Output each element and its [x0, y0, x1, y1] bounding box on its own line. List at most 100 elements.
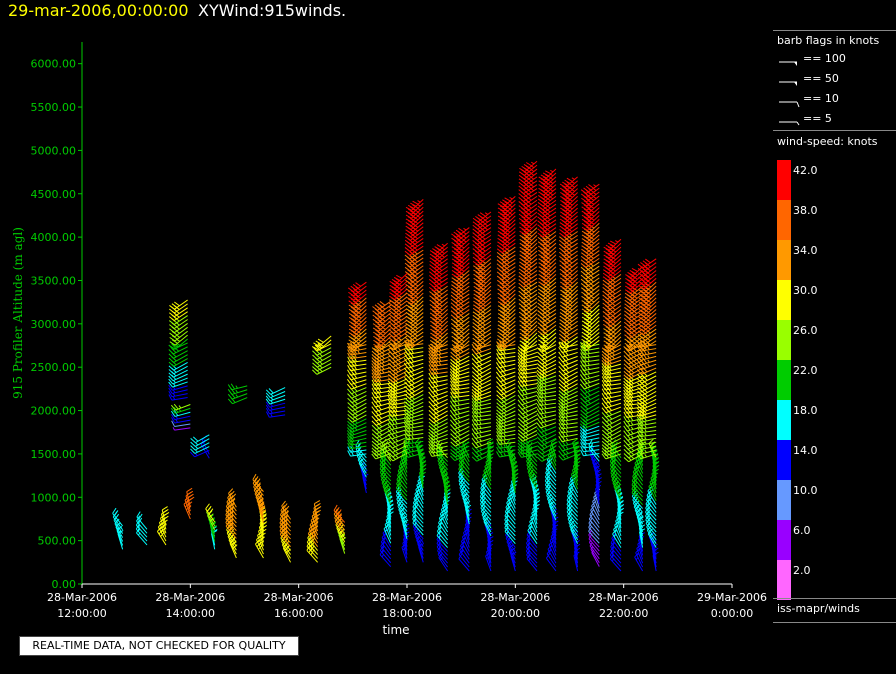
- barb-feather: [371, 366, 376, 373]
- barb-half-feather: [381, 370, 385, 374]
- barb-feather: [429, 275, 435, 280]
- barb-feather: [347, 424, 353, 430]
- barb-half-feather: [395, 425, 398, 429]
- barb-feather: [347, 383, 352, 390]
- barb-feather: [355, 282, 362, 287]
- barb-feather: [537, 306, 543, 312]
- barb-feather: [450, 318, 457, 324]
- barb-feather: [518, 425, 524, 431]
- barb-feather: [450, 291, 457, 296]
- barb-feather: [450, 424, 456, 430]
- barb-half-feather: [398, 364, 402, 368]
- barb-feather: [377, 386, 382, 393]
- barb-staff: [270, 387, 286, 395]
- barb-feather: [168, 353, 174, 359]
- wind-barb: [347, 445, 367, 453]
- barb-feather: [497, 327, 504, 333]
- barb-feather: [315, 344, 322, 349]
- barb-feather: [375, 345, 382, 350]
- barb-feather: [505, 439, 510, 446]
- barb-feather: [432, 248, 439, 253]
- barb-feather: [348, 335, 355, 340]
- barb-half-feather: [482, 326, 486, 330]
- barb-half-feather: [503, 419, 507, 423]
- barb-feather: [388, 324, 394, 330]
- barb-feather: [518, 282, 524, 288]
- barb-feather: [190, 438, 196, 444]
- barb-half-feather: [398, 343, 401, 347]
- barb-half-feather: [457, 440, 461, 444]
- barb-half-feather: [411, 448, 414, 452]
- barb-feather: [404, 250, 411, 256]
- barb-feather: [168, 316, 175, 321]
- barb-half-feather: [479, 402, 482, 406]
- wind-barb: [387, 413, 408, 422]
- barb-half-feather: [258, 483, 261, 487]
- barb-staff: [542, 320, 557, 331]
- barb-half-feather: [354, 420, 358, 424]
- barb-feather: [404, 266, 411, 272]
- barb-feather: [450, 428, 456, 435]
- wind-barb: [190, 438, 210, 447]
- barb-feather: [171, 335, 178, 340]
- barb-half-feather: [528, 307, 532, 311]
- barb-feather: [387, 383, 393, 390]
- barb-half-feather: [414, 337, 418, 341]
- barb-feather: [168, 375, 174, 382]
- barb-feather: [496, 381, 502, 387]
- barb-feather: [471, 451, 477, 458]
- barb-feather: [169, 341, 176, 346]
- barb-feather: [428, 401, 434, 407]
- barb-feather: [449, 419, 455, 426]
- barb-staff: [316, 355, 332, 364]
- barb-staff: [174, 326, 188, 338]
- barb-half-feather: [354, 427, 358, 431]
- barb-staff: [546, 495, 557, 509]
- barb-half-feather: [461, 331, 465, 335]
- barb-half-feather: [398, 338, 402, 341]
- barb-half-feather: [544, 405, 547, 409]
- barb-feather: [517, 417, 524, 423]
- barb-feather: [471, 437, 477, 444]
- wind-barb: [536, 391, 557, 399]
- barb-half-feather: [411, 420, 414, 425]
- barb-feather: [390, 406, 395, 413]
- barb-half-feather: [379, 440, 383, 443]
- barb-half-feather: [479, 413, 482, 417]
- barb-half-feather: [479, 409, 482, 413]
- barb-half-feather: [436, 428, 439, 432]
- barb-feather: [404, 262, 411, 268]
- barb-feather: [169, 324, 175, 329]
- barb-half-feather: [528, 303, 532, 307]
- barb-half-feather: [381, 359, 385, 363]
- barb-feather: [169, 305, 175, 310]
- barb-feather: [347, 420, 353, 427]
- barb-feather: [265, 411, 270, 418]
- barb-half-feather: [463, 235, 467, 239]
- barb-half-feather: [503, 426, 507, 430]
- barb-feather: [472, 217, 479, 223]
- barb-half-feather: [172, 396, 176, 400]
- barb-half-feather: [379, 436, 383, 440]
- barb-feather: [353, 351, 357, 359]
- barb-half-feather: [544, 431, 548, 435]
- barb-half-feather: [270, 403, 273, 407]
- wind-barb: [312, 358, 332, 368]
- barb-half-feather: [270, 413, 273, 418]
- barb-half-feather: [507, 292, 511, 296]
- barb-feather: [428, 409, 434, 416]
- barb-half-feather: [415, 287, 419, 291]
- wind-barb: [347, 281, 367, 293]
- barb-feather: [429, 286, 435, 292]
- barb-half-feather: [544, 401, 547, 405]
- barb-feather: [314, 344, 320, 350]
- barb-half-feather: [463, 227, 467, 231]
- barb-feather: [285, 544, 290, 551]
- barb-feather: [388, 313, 395, 319]
- barb-feather: [168, 381, 173, 388]
- barb-feather: [537, 322, 544, 327]
- barb-half-feather: [195, 449, 198, 453]
- barb-half-feather: [525, 395, 528, 399]
- barb-half-feather: [482, 318, 486, 322]
- barb-feather: [228, 488, 234, 494]
